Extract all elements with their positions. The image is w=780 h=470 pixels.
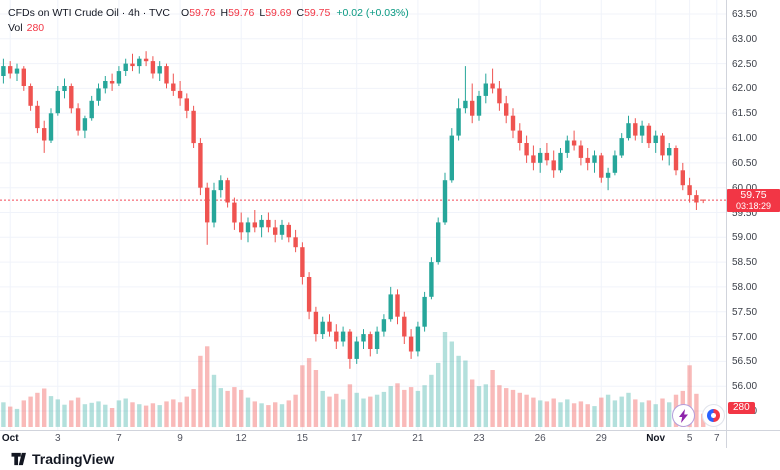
open-label: O <box>181 7 190 19</box>
time-tick-label: 9 <box>177 433 183 444</box>
price-tick-label: 56.00 <box>732 381 758 393</box>
time-axis[interactable]: Oct 3 7 9 12 15 17 21 23 26 29 Nov 5 7 <box>0 431 727 448</box>
price-tick-label: 58.50 <box>732 257 758 269</box>
price-tick-label: 60.50 <box>732 157 758 169</box>
price-tick-label: 63.50 <box>732 9 758 20</box>
time-tick-label: 26 <box>534 433 546 444</box>
time-tick-label: 15 <box>296 433 308 444</box>
change-value: +0.02 <box>336 7 363 19</box>
price-tick-label: 62.50 <box>732 58 758 70</box>
time-tick-label: 7 <box>714 433 720 444</box>
high-label: H <box>220 7 229 19</box>
bar-countdown: 03:18:29 <box>735 201 772 212</box>
tradingview-logo[interactable]: TradingView <box>10 451 114 467</box>
volume-value: 280 <box>26 22 45 34</box>
close-value: 59.75 <box>304 7 331 19</box>
price-tick-label: 56.50 <box>732 356 758 368</box>
change-percent: (+0.03%) <box>365 7 409 19</box>
low-label: L <box>259 7 266 19</box>
price-tick-label: 58.00 <box>732 281 758 293</box>
time-tick-label: Nov <box>646 433 666 444</box>
close-label: C <box>296 7 305 19</box>
high-value: 59.76 <box>228 7 255 19</box>
last-price-value: 59.75 <box>740 189 767 202</box>
low-value: 59.69 <box>265 7 292 19</box>
tradingview-logo-mark-icon <box>10 452 27 466</box>
reactions-button[interactable] <box>702 404 725 427</box>
open-value: 59.76 <box>189 7 216 19</box>
time-tick-label: 23 <box>473 433 485 444</box>
candlestick-chart[interactable] <box>0 0 780 448</box>
time-tick-label: Oct <box>1 433 19 444</box>
price-tick-label: 57.50 <box>732 306 758 318</box>
time-tick-label: 21 <box>412 433 424 444</box>
ohlc-values: O59.76 H59.76 L59.69 C59.75 <box>176 7 330 19</box>
price-tick-label: 63.00 <box>732 33 758 45</box>
time-tick-label: 7 <box>116 433 122 444</box>
symbol-legend: CFDs on WTI Crude Oil · 4h · TVC O59.76 H5… <box>8 6 409 36</box>
price-axis[interactable]: 63.50 63.00 62.50 62.00 61.50 61.00 60.50 60.00… <box>730 0 780 448</box>
price-tick-label: 60.00 <box>732 183 757 194</box>
price-tick-label: 57.00 <box>732 331 758 343</box>
time-tick-label: 12 <box>235 433 247 444</box>
volume-axis-label: 280 <box>728 401 755 414</box>
symbol-title[interactable]: CFDs on WTI Crude Oil · 4h · TVC <box>8 7 171 19</box>
price-tick-label: 61.50 <box>732 108 758 120</box>
price-tick-label: 59.00 <box>732 232 758 244</box>
price-change: +0.02 (+0.03%) <box>336 7 408 19</box>
time-tick-label: 3 <box>54 433 61 444</box>
price-tick-label: 61.00 <box>732 133 758 145</box>
last-price-label: 59.75 03:18:29 <box>727 189 780 213</box>
volume-label: Vol <box>8 22 23 34</box>
lightning-button[interactable] <box>672 404 695 427</box>
time-tick-label: 29 <box>595 433 607 444</box>
time-tick-label: 17 <box>351 433 363 444</box>
lightning-icon <box>678 408 689 423</box>
price-tick-label: 59.50 <box>732 207 758 219</box>
price-tick-label: 62.00 <box>732 83 758 95</box>
time-tick-label: 5 <box>686 433 693 444</box>
tradingview-logo-text: TradingView <box>32 451 115 467</box>
donut-icon <box>707 409 720 422</box>
